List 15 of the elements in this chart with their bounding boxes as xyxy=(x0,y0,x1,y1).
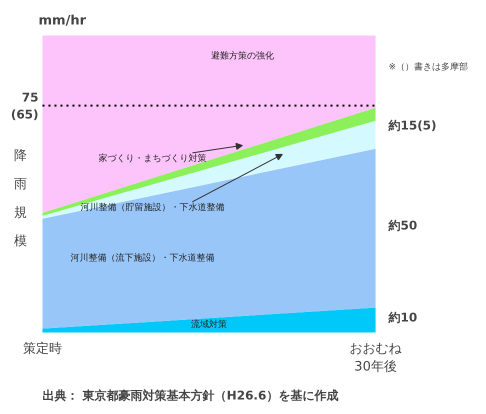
annotation: ※（）書きは多摩部 xyxy=(388,62,468,72)
x-tick-label: おおむね 30年後 xyxy=(350,341,403,374)
y-axis-title: 降雨規模 xyxy=(14,148,27,250)
series-label: 流域対策 xyxy=(191,319,228,330)
series-label: 河川整備（流下施設）・下水道整備 xyxy=(70,252,214,264)
annotation: 約10 xyxy=(388,310,418,324)
x-tick-label: 策定時 xyxy=(22,341,62,356)
annotation: 約15(5) xyxy=(388,118,437,132)
series-label: 家づくり・まちづくり対策 xyxy=(98,152,206,164)
text: mm/hr xyxy=(38,14,87,28)
annotation: 約50 xyxy=(388,218,418,232)
annotation: 75 (65) xyxy=(10,90,39,122)
source-note: 出典： 東京都豪雨対策基本方針（H26.6）を基に作成 xyxy=(42,388,338,402)
series-label: 避難方策の強化 xyxy=(210,50,274,62)
series-label: 河川整備（貯留施設）・下水道整備 xyxy=(80,202,224,213)
